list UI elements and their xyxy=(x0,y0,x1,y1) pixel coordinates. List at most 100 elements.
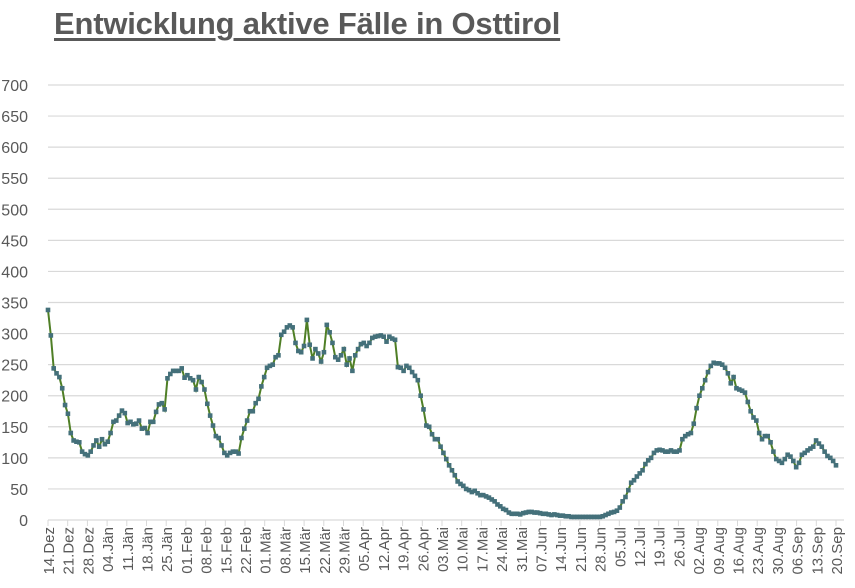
data-point-marker xyxy=(810,444,816,449)
data-point-marker xyxy=(435,436,441,442)
data-point-marker xyxy=(315,351,321,356)
data-point-marker xyxy=(82,451,88,457)
data-point-marker xyxy=(318,359,324,364)
data-point-marker xyxy=(736,387,742,392)
data-point-marker xyxy=(264,365,270,371)
x-tick-label: 28.Jun xyxy=(593,527,610,572)
x-tick-label: 28.Dez xyxy=(80,527,97,575)
data-point-marker xyxy=(773,456,779,462)
data-point-marker xyxy=(298,349,304,355)
x-tick-label: 29.Mär xyxy=(337,527,354,574)
data-point-marker xyxy=(335,357,341,362)
data-point-marker xyxy=(122,410,128,416)
data-point-marker xyxy=(742,390,748,395)
data-point-marker xyxy=(754,418,759,423)
data-point-marker xyxy=(193,387,199,392)
data-point-marker xyxy=(734,385,739,391)
data-point-marker xyxy=(614,508,620,513)
x-tick-label: 08.Feb xyxy=(199,527,216,574)
data-point-marker xyxy=(398,365,404,371)
data-point-marker xyxy=(162,407,167,412)
x-tick-label: 25.Jän xyxy=(159,527,176,572)
data-point-marker xyxy=(375,333,381,339)
chart-title: Entwicklung aktive Fälle in Osttirol xyxy=(54,6,561,41)
data-point-marker xyxy=(350,368,355,374)
data-point-marker xyxy=(446,463,452,468)
data-point-marker xyxy=(776,458,782,464)
plot-area xyxy=(45,307,839,520)
data-point-marker xyxy=(438,444,443,449)
data-point-marker xyxy=(45,307,51,313)
data-point-marker xyxy=(489,497,495,502)
data-point-marker xyxy=(68,430,74,436)
data-point-marker xyxy=(278,332,284,338)
data-point-marker xyxy=(543,511,549,517)
data-point-marker xyxy=(108,430,113,436)
data-point-marker xyxy=(526,509,532,515)
data-point-marker xyxy=(287,323,293,328)
data-point-marker xyxy=(722,365,728,371)
data-point-marker xyxy=(634,474,640,479)
data-point-marker xyxy=(719,362,725,367)
y-tick-label: 50 xyxy=(10,482,28,499)
data-point-marker xyxy=(236,451,241,456)
data-point-marker xyxy=(96,444,102,449)
data-point-marker xyxy=(210,423,216,428)
data-point-marker xyxy=(534,510,540,515)
data-point-marker xyxy=(105,439,111,444)
data-point-marker xyxy=(802,450,808,456)
data-point-marker xyxy=(99,436,105,442)
data-point-marker xyxy=(822,449,827,454)
x-tick-label: 23.Aug xyxy=(750,527,767,575)
data-point-marker xyxy=(284,325,290,330)
x-tick-label: 14.Jun xyxy=(553,527,570,572)
data-point-marker xyxy=(577,514,583,520)
data-point-marker xyxy=(88,449,93,454)
data-point-marker xyxy=(808,446,813,451)
data-point-marker xyxy=(771,449,776,454)
data-point-marker xyxy=(273,354,278,360)
x-tick-label: 12.Jul xyxy=(632,527,649,567)
data-point-marker xyxy=(352,353,358,358)
data-point-marker xyxy=(156,402,162,407)
data-point-marker xyxy=(404,363,409,369)
data-point-marker xyxy=(128,419,133,425)
x-tick-label: 17.Mai xyxy=(474,527,491,572)
data-point-marker xyxy=(728,380,734,386)
data-point-marker xyxy=(591,514,597,520)
data-point-marker xyxy=(674,449,679,454)
data-point-marker xyxy=(796,460,802,466)
x-tick-label: 14.Dez xyxy=(41,527,58,575)
data-point-marker xyxy=(173,368,179,374)
x-tick-label: 08.Mär xyxy=(277,527,294,574)
data-point-marker xyxy=(665,449,671,454)
data-point-marker xyxy=(74,439,79,444)
data-point-marker xyxy=(361,340,367,346)
data-point-marker xyxy=(219,443,224,448)
data-point-marker xyxy=(187,376,193,381)
data-point-marker xyxy=(506,510,512,515)
x-tick-label: 12.Apr xyxy=(376,527,393,571)
data-point-marker xyxy=(469,489,475,495)
data-point-marker xyxy=(330,340,335,346)
data-point-marker xyxy=(515,511,520,517)
data-point-marker xyxy=(250,408,256,414)
data-point-marker xyxy=(483,494,489,499)
data-point-marker xyxy=(751,415,756,420)
x-tick-label: 22.Mär xyxy=(317,527,334,574)
data-point-marker xyxy=(580,514,586,520)
y-tick-label: 700 xyxy=(1,78,28,95)
y-tick-label: 400 xyxy=(1,264,28,281)
data-point-marker xyxy=(583,514,588,520)
data-point-marker xyxy=(62,402,68,408)
x-tick-label: 11.Jän xyxy=(120,527,137,571)
data-point-marker xyxy=(443,456,449,462)
data-point-marker xyxy=(461,483,466,489)
data-point-marker xyxy=(307,342,313,348)
data-point-marker xyxy=(196,374,202,380)
y-tick-label: 450 xyxy=(1,233,28,250)
x-tick-label: 01.Feb xyxy=(179,527,196,574)
data-point-marker xyxy=(597,514,603,520)
data-point-marker xyxy=(552,512,557,517)
data-point-marker xyxy=(765,433,771,439)
